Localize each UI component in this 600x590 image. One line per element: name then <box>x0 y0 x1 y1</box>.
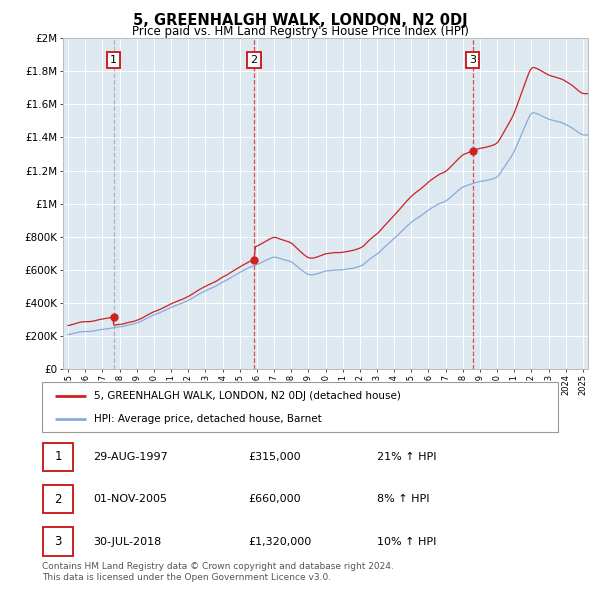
Text: Price paid vs. HM Land Registry's House Price Index (HPI): Price paid vs. HM Land Registry's House … <box>131 25 469 38</box>
Text: 29-AUG-1997: 29-AUG-1997 <box>94 452 169 461</box>
Text: HPI: Average price, detached house, Barnet: HPI: Average price, detached house, Barn… <box>94 414 322 424</box>
FancyBboxPatch shape <box>43 485 73 513</box>
Text: 5, GREENHALGH WALK, LONDON, N2 0DJ: 5, GREENHALGH WALK, LONDON, N2 0DJ <box>133 13 467 28</box>
FancyBboxPatch shape <box>43 442 73 471</box>
Text: £1,320,000: £1,320,000 <box>248 537 311 546</box>
Text: 8% ↑ HPI: 8% ↑ HPI <box>377 494 430 504</box>
Text: £660,000: £660,000 <box>248 494 301 504</box>
Text: 5, GREENHALGH WALK, LONDON, N2 0DJ (detached house): 5, GREENHALGH WALK, LONDON, N2 0DJ (deta… <box>94 391 400 401</box>
Text: Contains HM Land Registry data © Crown copyright and database right 2024.
This d: Contains HM Land Registry data © Crown c… <box>42 562 394 582</box>
Text: 3: 3 <box>55 535 62 548</box>
Text: 21% ↑ HPI: 21% ↑ HPI <box>377 452 437 461</box>
Text: 30-JUL-2018: 30-JUL-2018 <box>94 537 162 546</box>
Text: £315,000: £315,000 <box>248 452 301 461</box>
Text: 1: 1 <box>54 450 62 463</box>
Text: 1: 1 <box>110 55 117 65</box>
Text: 3: 3 <box>469 55 476 65</box>
Text: 2: 2 <box>251 55 257 65</box>
Text: 2: 2 <box>54 493 62 506</box>
FancyBboxPatch shape <box>42 382 558 432</box>
Text: 01-NOV-2005: 01-NOV-2005 <box>94 494 167 504</box>
Text: 10% ↑ HPI: 10% ↑ HPI <box>377 537 437 546</box>
FancyBboxPatch shape <box>43 527 73 556</box>
